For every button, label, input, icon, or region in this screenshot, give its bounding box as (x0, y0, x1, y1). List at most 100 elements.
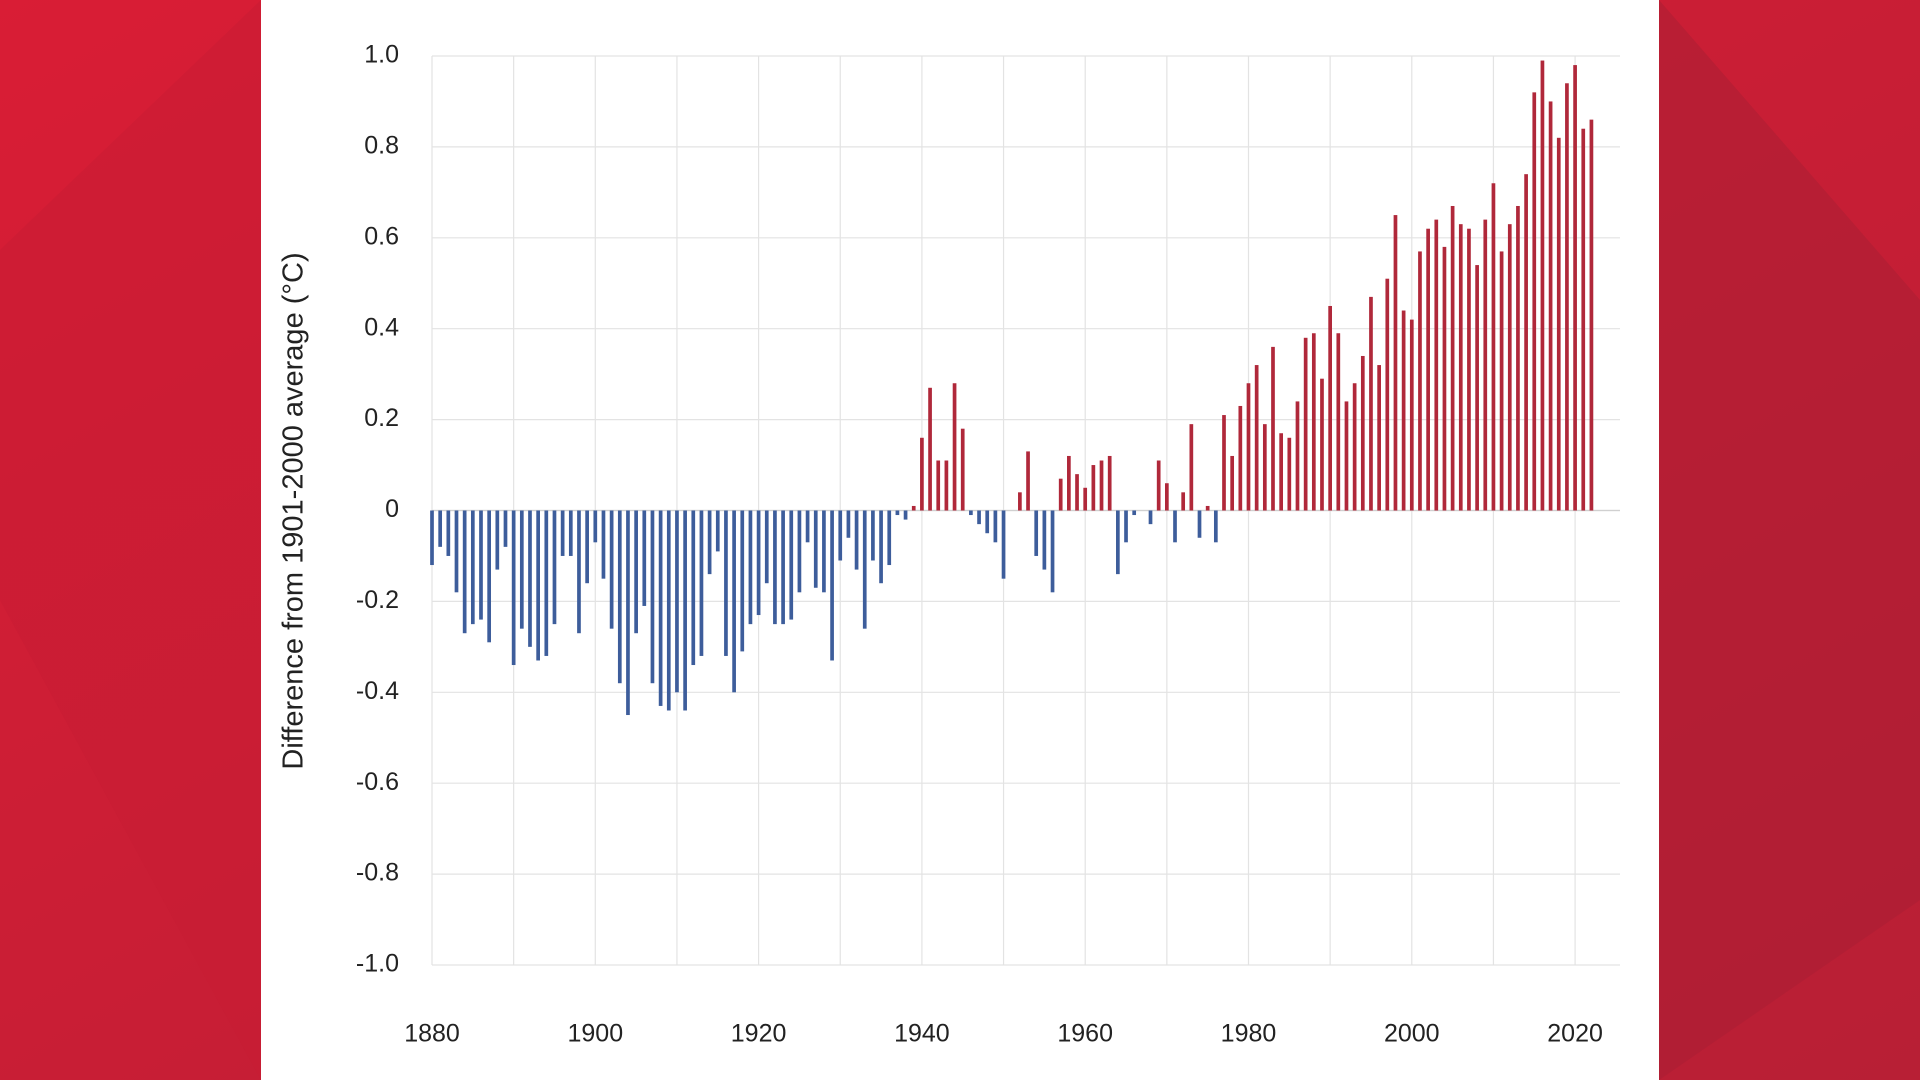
bar (740, 510, 745, 652)
decor (0, 0, 261, 1080)
chart-panel (261, 0, 1659, 1080)
bar (593, 510, 598, 543)
bar (1328, 305, 1332, 511)
bar (773, 510, 777, 625)
bar (846, 510, 851, 538)
bar (1075, 474, 1079, 511)
bar (577, 510, 581, 634)
bar (707, 510, 712, 575)
y-tick-label: -0.4 (356, 677, 399, 705)
bar (1320, 378, 1324, 511)
bar (1589, 119, 1594, 511)
bar (1132, 510, 1137, 516)
bar (1213, 510, 1218, 543)
bar (544, 510, 549, 656)
bar (1246, 383, 1251, 511)
bar (1254, 365, 1259, 511)
bar (675, 510, 679, 693)
bar (438, 510, 443, 547)
bar (1548, 101, 1553, 511)
bar (1532, 92, 1537, 511)
bar (1409, 319, 1414, 511)
bar (462, 510, 467, 634)
x-tick-label: 1880 (404, 1020, 460, 1048)
bar (1385, 278, 1390, 511)
bar (585, 510, 589, 584)
bar (1230, 455, 1235, 511)
bar (1205, 505, 1210, 511)
bar (911, 505, 916, 511)
bar (617, 510, 622, 684)
bar (1042, 510, 1047, 570)
x-tick-label: 1920 (731, 1020, 787, 1048)
bar (1026, 451, 1030, 511)
x-tick-label: 2020 (1547, 1020, 1603, 1048)
x-tick-label: 1940 (894, 1020, 950, 1048)
bar (511, 510, 516, 666)
bar (1344, 401, 1349, 511)
bar (470, 510, 475, 625)
bar (552, 510, 557, 625)
bar (887, 510, 892, 566)
x-tick-label: 1980 (1221, 1020, 1277, 1048)
bar (1467, 228, 1471, 511)
bar (1034, 510, 1039, 556)
bar (1083, 487, 1088, 511)
bar (871, 510, 875, 561)
bar (1222, 415, 1226, 511)
bar (1197, 510, 1202, 538)
bar (854, 510, 859, 570)
bar (879, 510, 883, 584)
bar (1483, 219, 1488, 511)
bar (1393, 215, 1398, 511)
bar (1507, 224, 1512, 511)
y-axis-label: Difference from 1901-2000 average (°C) (278, 252, 310, 769)
bar (928, 387, 932, 511)
bar (634, 510, 638, 634)
x-tick-label: 1960 (1057, 1020, 1113, 1048)
bar (1303, 337, 1308, 511)
bar (1148, 510, 1153, 525)
bar (732, 510, 736, 693)
bar (1369, 296, 1373, 511)
bar (985, 510, 990, 534)
bar (1442, 246, 1447, 511)
bar (715, 510, 720, 552)
bar (642, 510, 647, 606)
bar (862, 510, 867, 629)
bar (822, 510, 826, 593)
y-tick-label: 1.0 (364, 41, 399, 69)
bar (495, 510, 500, 570)
bar (454, 510, 459, 593)
x-tick-label: 2000 (1384, 1020, 1440, 1048)
bar (1067, 455, 1071, 511)
bar (519, 510, 524, 629)
bar (1377, 365, 1381, 511)
bar (960, 428, 965, 511)
bar (944, 460, 949, 511)
bar (568, 510, 573, 556)
bar (764, 510, 769, 584)
bar (1238, 405, 1243, 511)
y-tick-label: -0.2 (356, 586, 399, 614)
bar (724, 510, 728, 656)
bar (1271, 346, 1275, 511)
bar (1524, 174, 1528, 511)
bar (1295, 401, 1300, 511)
bar (993, 510, 998, 543)
bar (1434, 219, 1439, 511)
bar (1189, 424, 1194, 511)
decor (1659, 0, 1920, 1080)
y-tick-label: -1.0 (356, 950, 399, 978)
y-tick-label: -0.6 (356, 768, 399, 796)
bar (1573, 65, 1577, 511)
bar (1565, 83, 1569, 511)
bar (446, 510, 451, 556)
bar (1311, 333, 1316, 511)
bar (813, 510, 818, 588)
bar (1091, 465, 1096, 511)
bar (781, 510, 785, 625)
bar (1491, 183, 1496, 511)
